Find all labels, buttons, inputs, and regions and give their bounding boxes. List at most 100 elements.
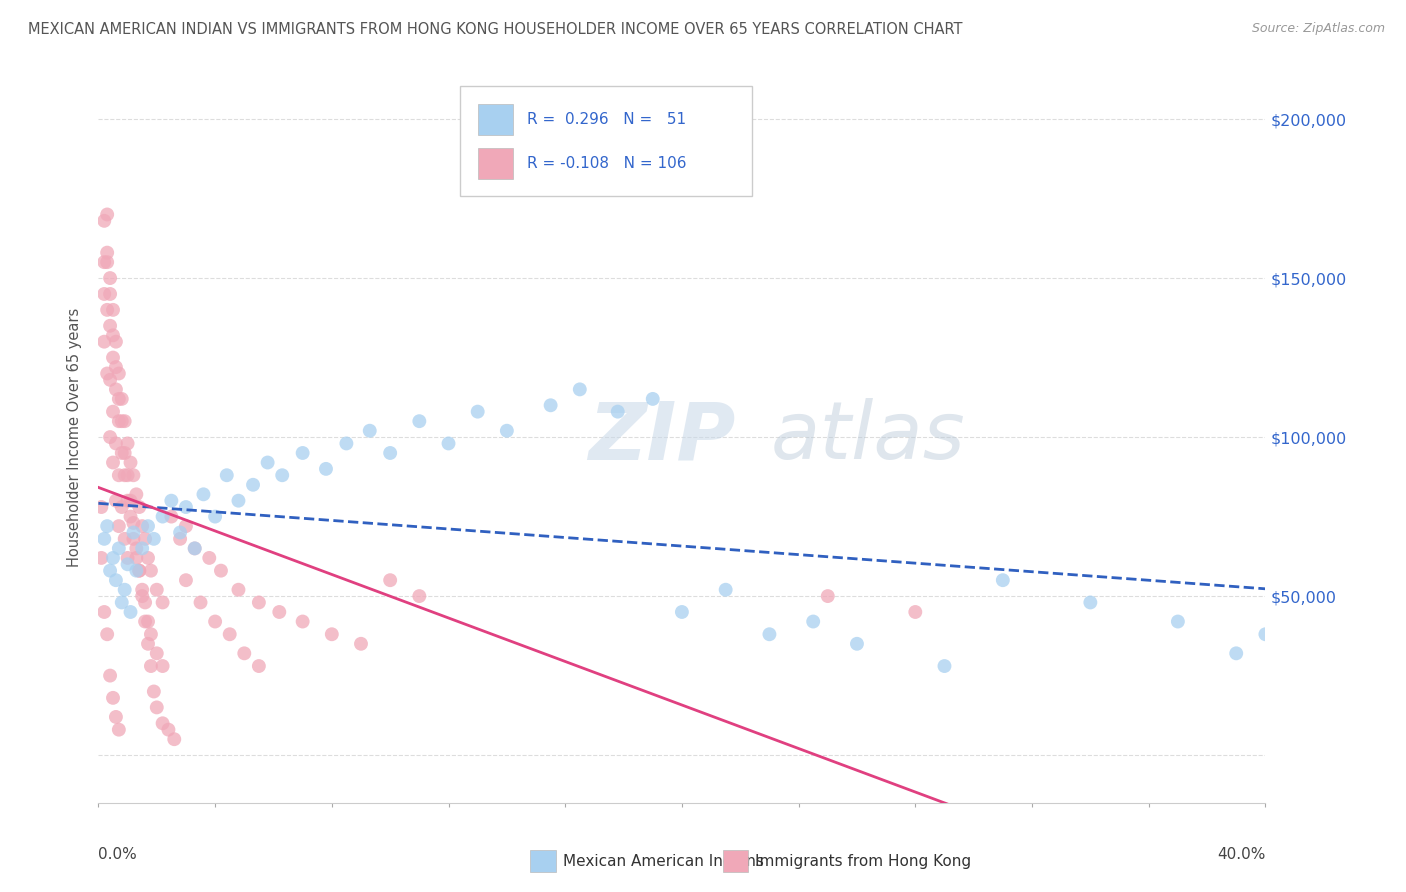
Point	[408, 414, 430, 428]
Point	[606, 404, 628, 418]
Point	[108, 367, 131, 381]
Point	[152, 716, 174, 731]
Point	[101, 328, 124, 343]
Point	[380, 573, 402, 587]
Point	[128, 500, 150, 514]
Point	[104, 360, 127, 375]
Point	[228, 493, 250, 508]
Point	[104, 334, 127, 349]
Point	[714, 582, 737, 597]
Point	[131, 582, 153, 597]
Text: 0.0%: 0.0%	[98, 847, 138, 862]
Point	[120, 493, 142, 508]
Point	[104, 710, 127, 724]
FancyBboxPatch shape	[723, 850, 748, 872]
Point	[256, 456, 278, 470]
Point	[198, 550, 221, 565]
Point	[125, 487, 148, 501]
Point	[934, 659, 956, 673]
Point	[1225, 646, 1247, 660]
Point	[904, 605, 927, 619]
Point	[93, 605, 115, 619]
Point	[96, 627, 118, 641]
Point	[437, 436, 460, 450]
Point	[117, 468, 139, 483]
Point	[90, 550, 112, 565]
Point	[758, 627, 780, 641]
Point	[117, 550, 139, 565]
Point	[157, 723, 180, 737]
Point	[122, 525, 145, 540]
Point	[204, 509, 226, 524]
Point	[190, 595, 212, 609]
Point	[146, 700, 169, 714]
Point	[350, 637, 373, 651]
Point	[183, 541, 205, 556]
Point	[117, 558, 139, 572]
Point	[104, 436, 127, 450]
Point	[108, 541, 131, 556]
Point	[93, 287, 115, 301]
Point	[114, 532, 136, 546]
Point	[193, 487, 215, 501]
Point	[96, 367, 118, 381]
Point	[111, 500, 134, 514]
Point	[104, 383, 127, 397]
FancyBboxPatch shape	[478, 104, 513, 135]
Y-axis label: Householder Income Over 65 years: Householder Income Over 65 years	[67, 308, 83, 566]
Point	[98, 430, 121, 444]
Point	[146, 646, 169, 660]
Point	[108, 519, 131, 533]
Point	[136, 615, 159, 629]
Text: MEXICAN AMERICAN INDIAN VS IMMIGRANTS FROM HONG KONG HOUSEHOLDER INCOME OVER 65 : MEXICAN AMERICAN INDIAN VS IMMIGRANTS FR…	[28, 22, 963, 37]
Point	[204, 615, 226, 629]
Point	[131, 589, 153, 603]
Point	[139, 659, 162, 673]
Point	[108, 392, 131, 406]
Point	[136, 637, 159, 651]
Point	[380, 446, 402, 460]
Point	[136, 550, 159, 565]
Point	[104, 493, 127, 508]
Point	[142, 532, 165, 546]
Point	[96, 302, 118, 317]
Point	[991, 573, 1014, 587]
Point	[209, 564, 232, 578]
Point	[335, 436, 357, 450]
Point	[146, 582, 169, 597]
Point	[114, 414, 136, 428]
Point	[269, 605, 291, 619]
Point	[108, 414, 131, 428]
Point	[408, 589, 430, 603]
Point	[101, 351, 124, 365]
Point	[90, 500, 112, 514]
Point	[111, 392, 134, 406]
Point	[101, 456, 124, 470]
Point	[671, 605, 693, 619]
Text: 40.0%: 40.0%	[1218, 847, 1265, 862]
Point	[160, 509, 183, 524]
Text: R =  0.296   N =   51: R = 0.296 N = 51	[527, 112, 686, 128]
Point	[122, 516, 145, 530]
Point	[101, 302, 124, 317]
FancyBboxPatch shape	[460, 86, 752, 195]
Point	[1080, 595, 1102, 609]
Point	[111, 446, 134, 460]
Point	[1167, 615, 1189, 629]
Point	[247, 659, 270, 673]
Point	[163, 732, 186, 747]
FancyBboxPatch shape	[530, 850, 555, 872]
Point	[122, 468, 145, 483]
Point	[125, 541, 148, 556]
Point	[131, 519, 153, 533]
Point	[117, 493, 139, 508]
Point	[114, 468, 136, 483]
Point	[174, 500, 197, 514]
Point	[152, 659, 174, 673]
Point	[117, 436, 139, 450]
FancyBboxPatch shape	[478, 148, 513, 179]
Point	[242, 477, 264, 491]
Point	[96, 519, 118, 533]
Point	[641, 392, 664, 406]
Point	[315, 462, 337, 476]
